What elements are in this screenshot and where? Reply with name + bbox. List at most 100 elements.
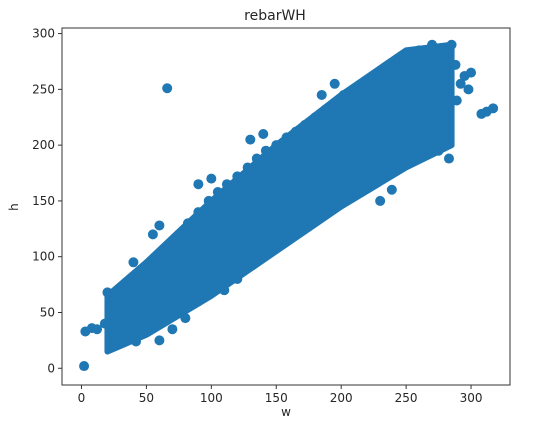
scatter-point xyxy=(115,298,126,309)
scatter-point xyxy=(312,140,323,151)
scatter-point xyxy=(225,209,236,220)
scatter-point xyxy=(294,153,305,164)
points-layer xyxy=(79,39,499,372)
scatter-point xyxy=(451,95,462,106)
scatter-point xyxy=(154,251,165,262)
scatter-point xyxy=(206,173,217,184)
scatter-point xyxy=(450,59,461,70)
scatter-point xyxy=(463,84,474,95)
scatter-point xyxy=(281,132,292,143)
scatter-point xyxy=(398,59,409,70)
scatter-point xyxy=(245,257,256,268)
scatter-point xyxy=(141,324,152,335)
scatter-point xyxy=(414,117,425,128)
y-tick-label: 300 xyxy=(32,27,55,41)
scatter-point xyxy=(154,220,165,231)
scatter-point xyxy=(325,171,336,182)
scatter-point xyxy=(154,335,165,346)
scatter-point xyxy=(167,265,178,276)
scatter-point xyxy=(99,318,110,329)
scatter-point xyxy=(290,126,301,137)
scatter-point xyxy=(164,240,175,251)
scatter-point xyxy=(286,198,297,209)
scatter-point xyxy=(364,145,375,156)
scatter-point xyxy=(466,67,477,78)
scatter-point xyxy=(390,86,401,97)
scatter-point xyxy=(323,131,334,142)
scatter-point xyxy=(169,294,180,305)
scatter-point xyxy=(186,246,197,257)
scatter-point xyxy=(264,175,275,186)
scatter-point xyxy=(173,229,184,240)
scatter-point xyxy=(443,153,454,164)
scatter-point xyxy=(303,145,314,156)
scatter-point xyxy=(238,234,249,245)
scatter-point xyxy=(271,240,282,251)
scatter-point xyxy=(333,124,344,135)
x-tick-label: 250 xyxy=(395,391,418,405)
scatter-point xyxy=(234,201,245,212)
scatter-point xyxy=(144,262,155,273)
scatter-point xyxy=(160,301,171,312)
scatter-point xyxy=(121,285,132,296)
scatter-point xyxy=(193,296,204,307)
scatter-point xyxy=(112,313,123,324)
scatter-point xyxy=(351,111,362,122)
scatter-point xyxy=(372,97,383,108)
scatter-point xyxy=(284,160,295,171)
scatter-point xyxy=(297,190,308,201)
scatter-point xyxy=(403,123,414,134)
scatter-point xyxy=(375,195,386,206)
scatter-point xyxy=(208,257,219,268)
scatter-point xyxy=(216,218,227,229)
scatter-point xyxy=(310,112,321,123)
scatter-point xyxy=(177,257,188,268)
x-tick-label: 300 xyxy=(460,391,483,405)
scatter-point xyxy=(377,67,388,78)
scatter-point xyxy=(427,39,438,50)
scatter-point xyxy=(414,45,425,56)
scatter-point xyxy=(381,91,392,102)
scatter-point xyxy=(195,234,206,245)
scatter-point xyxy=(433,106,444,117)
scatter-point xyxy=(260,145,271,156)
scatter-point xyxy=(338,89,349,100)
scatter-point xyxy=(193,207,204,218)
scatter-point xyxy=(362,104,373,115)
chart-title: rebarWH xyxy=(244,8,306,24)
scatter-point xyxy=(221,179,232,190)
scatter-point xyxy=(437,45,448,56)
scatter-point xyxy=(323,195,334,206)
scatter-point xyxy=(102,287,113,298)
scatter-point xyxy=(429,67,440,78)
scatter-point xyxy=(251,153,262,164)
scatter-point xyxy=(167,324,178,335)
scatter-point xyxy=(388,62,399,73)
scatter-point xyxy=(368,73,379,84)
scatter-point xyxy=(299,120,310,131)
scatter-point xyxy=(219,285,230,296)
x-tick-label: 0 xyxy=(78,391,86,405)
scatter-point xyxy=(151,309,162,320)
scatter-point xyxy=(310,207,321,218)
scatter-point xyxy=(131,336,142,347)
scatter-point xyxy=(245,134,256,145)
scatter-point xyxy=(386,184,397,195)
scatter-point xyxy=(229,242,240,253)
scatter-point xyxy=(355,151,366,162)
scatter-point xyxy=(440,62,451,73)
scatter-point xyxy=(105,301,116,312)
scatter-point xyxy=(349,84,360,95)
scatter-point xyxy=(307,184,318,195)
scatter-point xyxy=(271,140,282,151)
scatter-point xyxy=(219,251,230,262)
scatter-point xyxy=(316,89,327,100)
scatter-point xyxy=(247,229,258,240)
plot-frame xyxy=(61,27,511,386)
scatter-point xyxy=(416,128,427,139)
scatter-point xyxy=(162,83,173,94)
scatter-point xyxy=(346,156,357,167)
scatter-point xyxy=(329,97,340,108)
scatter-point xyxy=(232,171,243,182)
scatter-point xyxy=(258,128,269,139)
